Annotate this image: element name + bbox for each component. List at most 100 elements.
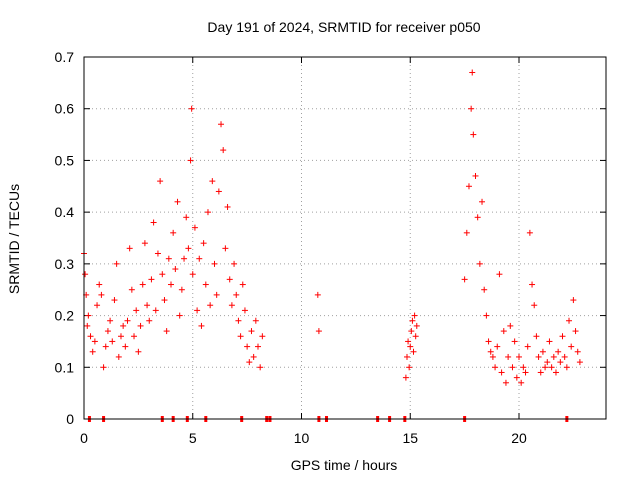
data-point — [176, 312, 183, 319]
data-point — [472, 172, 479, 179]
data-point — [548, 364, 555, 371]
x-tick-label: 15 — [402, 430, 418, 446]
data-point — [120, 322, 127, 329]
data-point — [117, 333, 124, 340]
data-point — [172, 266, 179, 273]
data-point — [470, 131, 477, 138]
data-point — [159, 271, 166, 278]
plot-frame — [83, 56, 607, 420]
data-point — [135, 348, 142, 355]
data-point — [128, 286, 135, 293]
data-point — [550, 353, 557, 360]
data-point — [524, 343, 531, 350]
data-point — [522, 369, 529, 376]
data-point — [222, 245, 229, 252]
data-point — [469, 69, 476, 76]
data-point — [411, 312, 418, 319]
x-tick-label: 10 — [294, 430, 310, 446]
data-point — [146, 317, 153, 324]
data-point — [537, 369, 544, 376]
data-point — [185, 245, 192, 252]
data-point — [194, 307, 201, 314]
data-point — [485, 338, 492, 345]
data-point — [144, 302, 151, 309]
x-tick-label: 5 — [189, 430, 197, 446]
data-point — [228, 302, 235, 309]
data-point — [498, 369, 505, 376]
x-tick-label: 20 — [511, 430, 527, 446]
grid — [84, 57, 606, 419]
data-point — [533, 333, 540, 340]
data-point — [131, 333, 138, 340]
data-point — [487, 348, 494, 355]
data-point — [494, 343, 501, 350]
data-point — [552, 369, 559, 376]
data-point — [191, 224, 198, 231]
data-point — [479, 198, 486, 205]
data-point — [259, 333, 266, 340]
data-point — [407, 343, 414, 350]
data-point — [505, 353, 512, 360]
data-point — [124, 317, 131, 324]
y-tick-label: 0.3 — [55, 256, 75, 272]
data-point — [509, 364, 516, 371]
data-point — [483, 312, 490, 319]
data-points — [81, 69, 583, 386]
data-point — [209, 178, 216, 185]
data-point — [574, 348, 581, 355]
data-point — [252, 317, 259, 324]
data-point — [202, 281, 209, 288]
data-point — [213, 291, 220, 298]
data-point — [141, 240, 148, 247]
data-point — [204, 209, 211, 216]
data-point — [133, 307, 140, 314]
data-point — [226, 276, 233, 283]
data-point — [507, 322, 514, 329]
data-point — [546, 338, 553, 345]
data-point — [161, 297, 168, 304]
data-point — [183, 214, 190, 221]
data-point — [489, 353, 496, 360]
data-point — [406, 364, 413, 371]
x-tick-label: 0 — [80, 430, 88, 446]
data-point — [559, 333, 566, 340]
data-point — [113, 260, 120, 267]
data-point — [516, 353, 522, 360]
data-point — [189, 271, 196, 278]
data-point — [198, 322, 205, 329]
data-point — [561, 353, 568, 360]
data-point — [502, 379, 509, 386]
data-point — [511, 338, 518, 345]
data-point — [535, 353, 542, 360]
data-point — [520, 364, 527, 371]
data-point — [542, 364, 549, 371]
data-point — [315, 328, 322, 335]
data-point — [563, 364, 570, 371]
y-tick-label: 0.5 — [55, 152, 75, 168]
y-tick-label: 0.2 — [55, 308, 75, 324]
data-point — [109, 338, 116, 345]
y-axis-label: SRMTID / TECUs — [6, 184, 22, 294]
data-point — [115, 353, 122, 360]
data-point — [531, 302, 538, 309]
data-point — [126, 245, 133, 252]
data-point — [224, 203, 231, 210]
data-point — [207, 302, 214, 309]
data-point — [200, 240, 207, 247]
data-point — [468, 105, 475, 112]
data-point — [576, 359, 583, 366]
data-point — [244, 343, 251, 350]
data-point — [408, 328, 415, 335]
data-point — [98, 291, 105, 298]
data-point — [474, 214, 481, 221]
data-point — [196, 255, 203, 262]
data-point — [150, 219, 157, 226]
data-point — [91, 338, 98, 345]
data-point — [461, 276, 468, 283]
data-point — [463, 229, 470, 236]
data-point — [566, 317, 573, 324]
data-point — [104, 328, 111, 335]
data-point — [231, 260, 238, 267]
data-point — [405, 338, 412, 345]
data-point — [165, 255, 172, 262]
